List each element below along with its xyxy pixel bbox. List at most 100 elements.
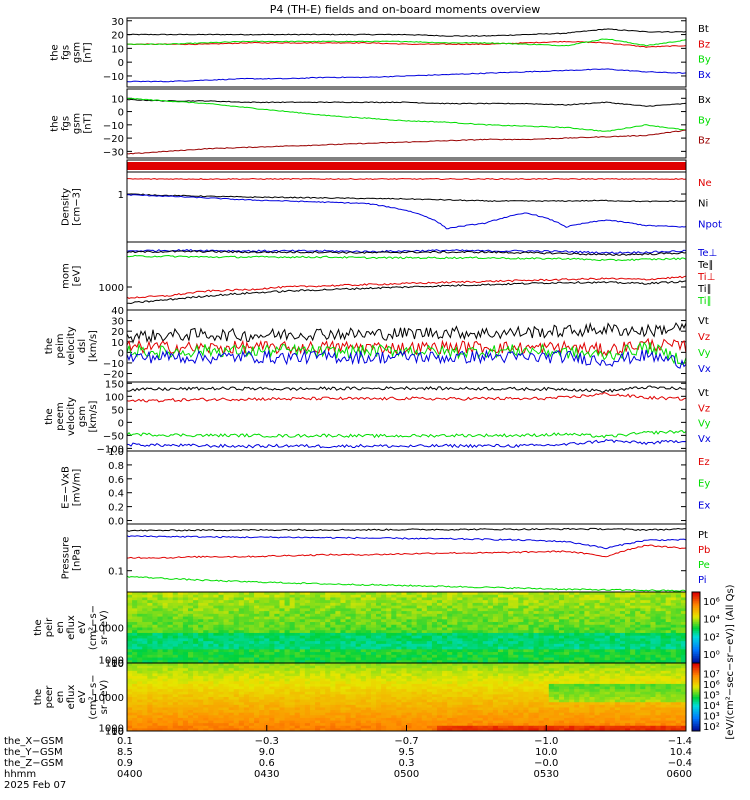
heatmap-cell — [365, 678, 372, 682]
heatmap-cell — [213, 668, 219, 672]
heatmap-cell — [528, 638, 534, 642]
heatmap-cell — [198, 663, 204, 667]
heatmap-cell — [269, 613, 275, 617]
heatmap-cell — [213, 619, 219, 623]
heatmap-cell — [330, 689, 336, 693]
heatmap-cell — [401, 594, 407, 598]
heatmap-cell — [614, 702, 621, 706]
heatmap-cell — [472, 638, 479, 642]
heatmap-cell — [497, 597, 504, 601]
heatmap-cell — [416, 611, 423, 615]
heatmap-cell — [238, 594, 245, 598]
heatmap-cell — [482, 668, 489, 672]
heatmap-cell — [330, 613, 336, 617]
heatmap-cell — [619, 670, 626, 674]
heatmap-cell — [137, 592, 143, 596]
heatmap-cell — [167, 676, 174, 680]
heatmap-cell — [294, 592, 301, 596]
heatmap-cell — [442, 597, 448, 601]
heatmap-cell — [370, 699, 377, 703]
heatmap-cell — [660, 608, 667, 612]
heatmap-cell — [650, 689, 656, 693]
heatmap-cell — [533, 616, 540, 620]
heatmap-cell — [325, 619, 331, 623]
heatmap-cell — [421, 649, 428, 653]
heatmap-cell — [330, 641, 336, 645]
heatmap-cell — [518, 592, 524, 596]
heatmap-cell — [299, 597, 306, 601]
heatmap-cell — [482, 641, 489, 645]
heatmap-cell — [340, 608, 346, 612]
heatmap-cell — [503, 676, 509, 680]
heatmap-cell — [462, 619, 468, 623]
heatmap-cell — [147, 597, 153, 601]
heatmap-cell — [584, 594, 590, 598]
heatmap-cell — [523, 646, 529, 650]
heatmap-cell — [619, 646, 626, 650]
heatmap-cell — [284, 630, 291, 634]
heatmap-cell — [675, 691, 682, 695]
heatmap-cell — [635, 597, 641, 601]
heatmap-cell — [320, 635, 326, 639]
heatmap-cell — [503, 660, 509, 664]
heatmap-cell — [538, 663, 545, 667]
heatmap-cell — [497, 657, 504, 661]
heatmap-cell — [376, 686, 382, 690]
heatmap-cell — [442, 632, 448, 637]
heatmap-cell — [213, 683, 219, 687]
heatmap-cell — [254, 630, 260, 634]
heatmap-cell — [457, 592, 463, 596]
heatmap-cell — [330, 704, 336, 708]
heatmap-cell — [599, 632, 606, 637]
heatmap-cell — [274, 702, 280, 706]
heatmap-cell — [355, 681, 362, 685]
heatmap-cell — [223, 613, 230, 617]
heatmap-cell — [564, 624, 570, 628]
heatmap-cell — [518, 616, 524, 620]
heatmap-cell — [482, 683, 489, 687]
heatmap-cell — [350, 657, 357, 661]
heatmap-cell — [335, 668, 341, 672]
heatmap-cell — [142, 668, 148, 672]
heatmap-cell — [650, 654, 656, 658]
heatmap-cell — [203, 646, 209, 650]
heatmap-cell — [213, 616, 219, 620]
heatmap-cell — [533, 627, 540, 631]
panel-peim-velocity-dsl: the peim velocity dsl [km/s]403020100−10−20V… — [44, 306, 711, 383]
heatmap-cell — [345, 678, 351, 682]
heatmap-cell — [579, 592, 585, 596]
heatmap-cell — [518, 632, 524, 637]
heatmap-cell — [294, 676, 301, 680]
heatmap-cell — [564, 691, 570, 695]
heatmap-cell — [569, 641, 575, 645]
heatmap-cell — [442, 699, 448, 703]
heatmap-cell — [228, 663, 235, 667]
heatmap-cell — [248, 704, 255, 708]
heatmap-cell — [635, 608, 641, 612]
panel-peir-en-eflux: the peir en eflux eV (cm²−s− sr−eV)10000100010… — [33, 591, 720, 670]
heatmap-cell — [137, 619, 143, 623]
heatmap-cell — [609, 654, 616, 658]
heatmap-cell — [386, 652, 392, 656]
heatmap-cell — [137, 632, 143, 637]
heatmap-cell — [665, 689, 672, 693]
heatmap-cell — [625, 622, 631, 626]
heatmap-cell — [396, 668, 402, 672]
heatmap-cell — [325, 702, 331, 706]
heatmap-cell — [416, 638, 423, 642]
colorbar-segment — [692, 602, 700, 605]
heatmap-cell — [564, 600, 570, 604]
heatmap-cell — [416, 652, 423, 656]
heatmap-cell — [335, 613, 341, 617]
heatmap-cell — [497, 643, 504, 648]
heatmap-cell — [299, 665, 306, 669]
heatmap-cell — [386, 619, 392, 623]
heatmap-cell — [503, 622, 509, 626]
heatmap-cell — [630, 699, 636, 703]
heatmap-cell — [553, 691, 560, 695]
heatmap-cell — [213, 681, 219, 685]
heatmap-cell — [315, 686, 321, 690]
heatmap-cell — [401, 600, 407, 604]
heatmap-cell — [447, 665, 453, 669]
heatmap-cell — [558, 683, 565, 687]
